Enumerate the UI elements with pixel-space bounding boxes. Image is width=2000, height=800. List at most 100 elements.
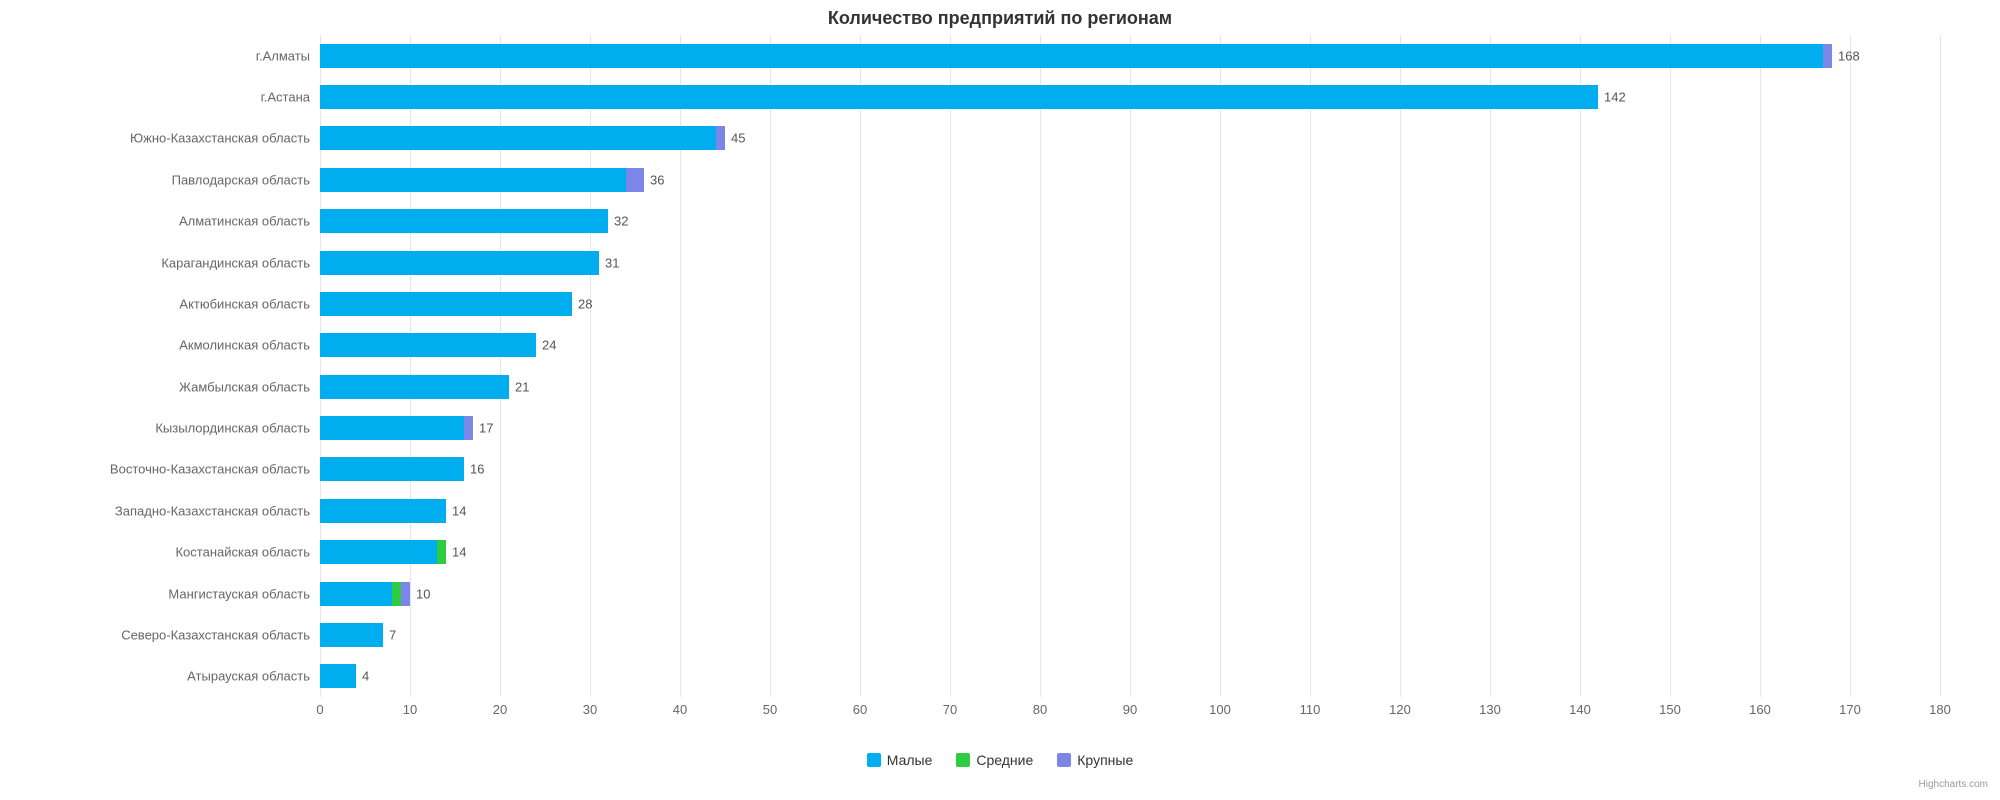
bar-segment-small[interactable] <box>320 540 437 564</box>
y-axis-label: г.Астана <box>261 90 310 105</box>
bar-group: 45 <box>320 126 725 150</box>
y-axis-label: Западно-Казахстанская область <box>115 503 310 518</box>
legend-label: Средние <box>976 752 1033 768</box>
bar-segment-small[interactable] <box>320 168 626 192</box>
credits-label: Highcharts.com <box>1919 779 1988 790</box>
x-tick-label: 20 <box>493 702 507 717</box>
x-tick-label: 120 <box>1389 702 1411 717</box>
bar-segment-large[interactable] <box>401 582 410 606</box>
bar-segment-large[interactable] <box>626 168 644 192</box>
bar-segment-small[interactable] <box>320 416 464 440</box>
bar-group: 14 <box>320 540 446 564</box>
bar-total-label: 32 <box>614 214 628 229</box>
y-axis-label: Павлодарская область <box>172 172 310 187</box>
legend-item-large[interactable]: Крупные <box>1057 752 1133 768</box>
bar-total-label: 24 <box>542 338 556 353</box>
y-axis-label: Карагандинская область <box>161 255 310 270</box>
y-axis-labels: г.Алматы г.Астана Южно-Казахстанская облас… <box>0 35 310 697</box>
bar-segment-small[interactable] <box>320 292 572 316</box>
bar-group: 142 <box>320 85 1598 109</box>
x-tick-label: 10 <box>403 702 417 717</box>
bar-group: 36 <box>320 168 644 192</box>
bar-segment-large[interactable] <box>464 416 473 440</box>
bar-group: 28 <box>320 292 572 316</box>
bar-total-label: 142 <box>1604 90 1626 105</box>
y-axis-label: Южно-Казахстанская область <box>130 131 310 146</box>
x-tick-label: 50 <box>763 702 777 717</box>
plot-area: 0102030405060708090100110120130140150160… <box>320 35 1940 715</box>
bar-segment-medium[interactable] <box>437 540 446 564</box>
legend-swatch <box>1057 753 1071 767</box>
bar-total-label: 21 <box>515 379 529 394</box>
bar-group: 168 <box>320 44 1832 68</box>
y-axis-label: Костанайская область <box>175 545 310 560</box>
bar-segment-large[interactable] <box>1823 44 1832 68</box>
x-tick-label: 80 <box>1033 702 1047 717</box>
bar-group: 24 <box>320 333 536 357</box>
bar-group: 31 <box>320 251 599 275</box>
x-tick-label: 70 <box>943 702 957 717</box>
bar-segment-small[interactable] <box>320 375 509 399</box>
bar-total-label: 14 <box>452 503 466 518</box>
y-axis-label: Акмолинская область <box>179 338 310 353</box>
bar-total-label: 17 <box>479 421 493 436</box>
bar-group: 14 <box>320 499 446 523</box>
x-tick-label: 60 <box>853 702 867 717</box>
x-tick-label: 180 <box>1929 702 1951 717</box>
bar-segment-small[interactable] <box>320 499 446 523</box>
legend-swatch <box>956 753 970 767</box>
x-tick-label: 0 <box>316 702 323 717</box>
bar-segment-small[interactable] <box>320 44 1823 68</box>
bar-total-label: 28 <box>578 296 592 311</box>
legend-label: Крупные <box>1077 752 1133 768</box>
bar-segment-small[interactable] <box>320 664 356 688</box>
y-axis-label: Актюбинская область <box>179 296 310 311</box>
x-tick-label: 160 <box>1749 702 1771 717</box>
bar-total-label: 14 <box>452 545 466 560</box>
x-tick-label: 140 <box>1569 702 1591 717</box>
y-axis-label: Кызылординская область <box>155 421 310 436</box>
x-tick-label: 90 <box>1123 702 1137 717</box>
bar-total-label: 168 <box>1838 48 1860 63</box>
bar-group: 32 <box>320 209 608 233</box>
x-tick-label: 130 <box>1479 702 1501 717</box>
bar-segment-small[interactable] <box>320 457 464 481</box>
bar-segment-small[interactable] <box>320 582 392 606</box>
bar-group: 10 <box>320 582 410 606</box>
chart-title: Количество предприятий по регионам <box>0 0 2000 29</box>
bar-segment-medium[interactable] <box>392 582 401 606</box>
bar-total-label: 36 <box>650 172 664 187</box>
bar-total-label: 16 <box>470 462 484 477</box>
x-tick-label: 110 <box>1300 702 1321 717</box>
bar-total-label: 7 <box>389 627 396 642</box>
bar-group: 17 <box>320 416 473 440</box>
bar-total-label: 4 <box>362 669 369 684</box>
bar-group: 16 <box>320 457 464 481</box>
x-tick-label: 100 <box>1209 702 1231 717</box>
legend: Малые Средние Крупные <box>0 752 2000 770</box>
bar-segment-small[interactable] <box>320 623 383 647</box>
y-axis-label: Мангистауская область <box>168 586 310 601</box>
legend-item-medium[interactable]: Средние <box>956 752 1033 768</box>
bar-segment-small[interactable] <box>320 333 536 357</box>
legend-item-small[interactable]: Малые <box>867 752 933 768</box>
bar-segment-small[interactable] <box>320 209 608 233</box>
x-tick-label: 150 <box>1659 702 1681 717</box>
bar-total-label: 45 <box>731 131 745 146</box>
bar-total-label: 10 <box>416 586 430 601</box>
bars-container: 168 142 45 36 32 31 28 24 21 17 16 14 14 10 7 4 <box>320 35 1940 697</box>
bar-group: 21 <box>320 375 509 399</box>
bar-segment-small[interactable] <box>320 126 716 150</box>
bar-group: 7 <box>320 623 383 647</box>
bar-segment-large[interactable] <box>716 126 725 150</box>
y-axis-label: Атырауская область <box>187 669 310 684</box>
y-axis-label: Восточно-Казахстанская область <box>110 462 310 477</box>
legend-label: Малые <box>887 752 933 768</box>
y-axis-label: Жамбылская область <box>179 379 310 394</box>
bar-segment-small[interactable] <box>320 251 599 275</box>
bar-segment-small[interactable] <box>320 85 1598 109</box>
bar-total-label: 31 <box>605 255 619 270</box>
x-tick-label: 30 <box>583 702 597 717</box>
y-axis-label: Алматинская область <box>179 214 310 229</box>
y-axis-label: г.Алматы <box>256 48 310 63</box>
